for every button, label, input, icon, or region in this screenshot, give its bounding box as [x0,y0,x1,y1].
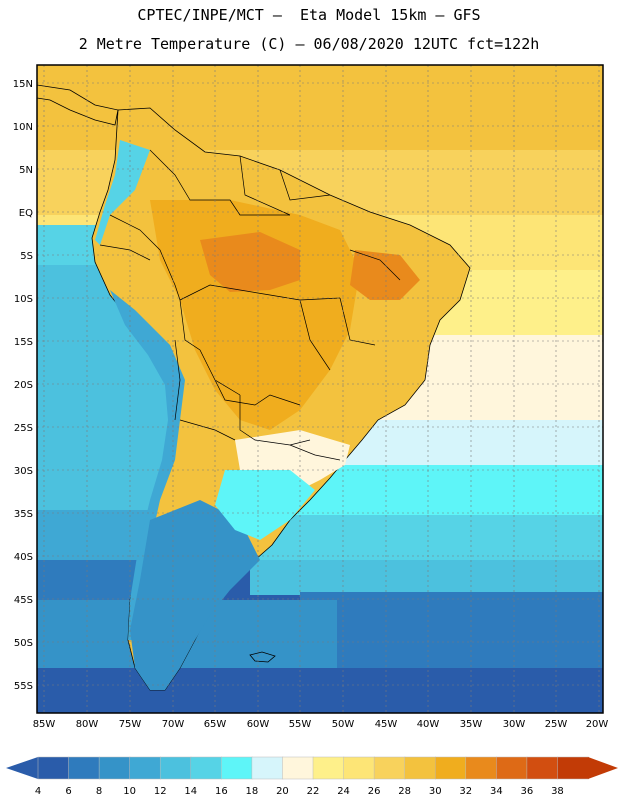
atlantic-14-band [250,515,603,565]
colorbar-cell [221,756,253,780]
interior-32-region [200,232,300,292]
colorbar-tick-label: 32 [459,786,472,797]
colorbar-tick-label: 16 [215,786,228,797]
lon-label: 70W [162,719,185,730]
colorbar-tick-label: 18 [246,786,259,797]
lat-label: EQ [19,208,33,219]
graticule [37,65,603,713]
colorbar-tick-label: 12 [154,786,167,797]
colorbar-cell [434,756,467,780]
colorbar-tick-label: 34 [490,786,503,797]
lon-label: 20W [586,719,609,730]
colorbar-cell [251,756,284,780]
colorbar-cell [159,756,192,780]
colorbar-tick-label: 14 [184,786,197,797]
pampas-16-region [215,470,315,540]
lon-label: 45W [375,719,398,730]
deep-south-band [37,668,603,713]
colorbar-tick-label: 6 [65,786,71,797]
central-andes [110,290,185,640]
colorbar-tick-label: 30 [429,786,442,797]
lat-label: 50S [14,638,33,649]
lon-label: 25W [545,719,568,730]
lat-label: 15S [14,337,33,348]
central-america-land [37,84,119,126]
colorbar-max-arrow [588,757,618,779]
lat-label: 40S [14,552,33,563]
colorbar-tick-label: 10 [123,786,136,797]
lat-label: 5N [19,165,33,176]
colorbar-tick-label: 4 [35,786,41,797]
falkland-islands [249,651,276,663]
lon-label: 60W [247,719,270,730]
colorbar-tick-label: 28 [398,786,411,797]
lon-label: 65W [204,719,227,730]
northern-andes [95,140,150,245]
map-title-line2: 2 Metre Temperature (C) – 06/08/2020 12U… [78,35,540,53]
colorbar-cell [496,756,528,780]
colorbar-tick-label: 22 [307,786,320,797]
lat-label: 10N [13,122,33,133]
colorbar-tick-label: 8 [96,786,102,797]
colorbar-cell [129,756,161,780]
colorbar-tick-label: 38 [551,786,564,797]
colorbar-cell [282,756,314,780]
colorbar-cell [465,756,498,780]
colorbar-cell [526,756,559,780]
lat-label: 25S [14,423,33,434]
colorbar-cell [98,756,131,780]
colorbar-tick-label: 36 [521,786,534,797]
colorbar-cell [404,756,436,780]
patagonia-cool-region [130,500,260,690]
colorbar-cell [373,756,406,780]
lon-label: 50W [332,719,355,730]
lon-label: 55W [289,719,312,730]
interior-30-region [150,200,360,430]
colorbar-tick-label: 26 [368,786,381,797]
lat-label: 5S [20,251,33,262]
lon-label: 85W [33,719,56,730]
map-title-line1: CPTEC/INPE/MCT – Eta Model 15km – GFS [137,6,481,24]
lat-label: 20S [14,380,33,391]
northeast-32-region [350,250,420,300]
lat-label: 10S [14,294,33,305]
colorbar-cell [37,756,70,780]
lon-label: 75W [119,719,142,730]
lat-label: 30S [14,466,33,477]
lon-label: 80W [76,719,99,730]
lat-label: 15N [13,79,33,90]
colorbar-tick-label: 24 [337,786,350,797]
atlantic-12-band [250,560,603,595]
map-frame [36,64,604,714]
lon-label: 30W [503,719,526,730]
country-borders [99,149,401,461]
lon-label: 40W [417,719,440,730]
colorbar-cell [190,756,223,780]
lon-label: 35W [460,719,483,730]
colorbar-min-arrow [6,757,38,779]
colorbar-cell [343,756,375,780]
lat-label: 45S [14,595,33,606]
lat-label: 55S [14,681,33,692]
colorbar-cell [312,756,345,780]
lat-label: 35S [14,509,33,520]
colorbar-tick-label: 20 [276,786,289,797]
colorbar-cell [557,756,589,780]
colorbar-cell [68,756,100,780]
